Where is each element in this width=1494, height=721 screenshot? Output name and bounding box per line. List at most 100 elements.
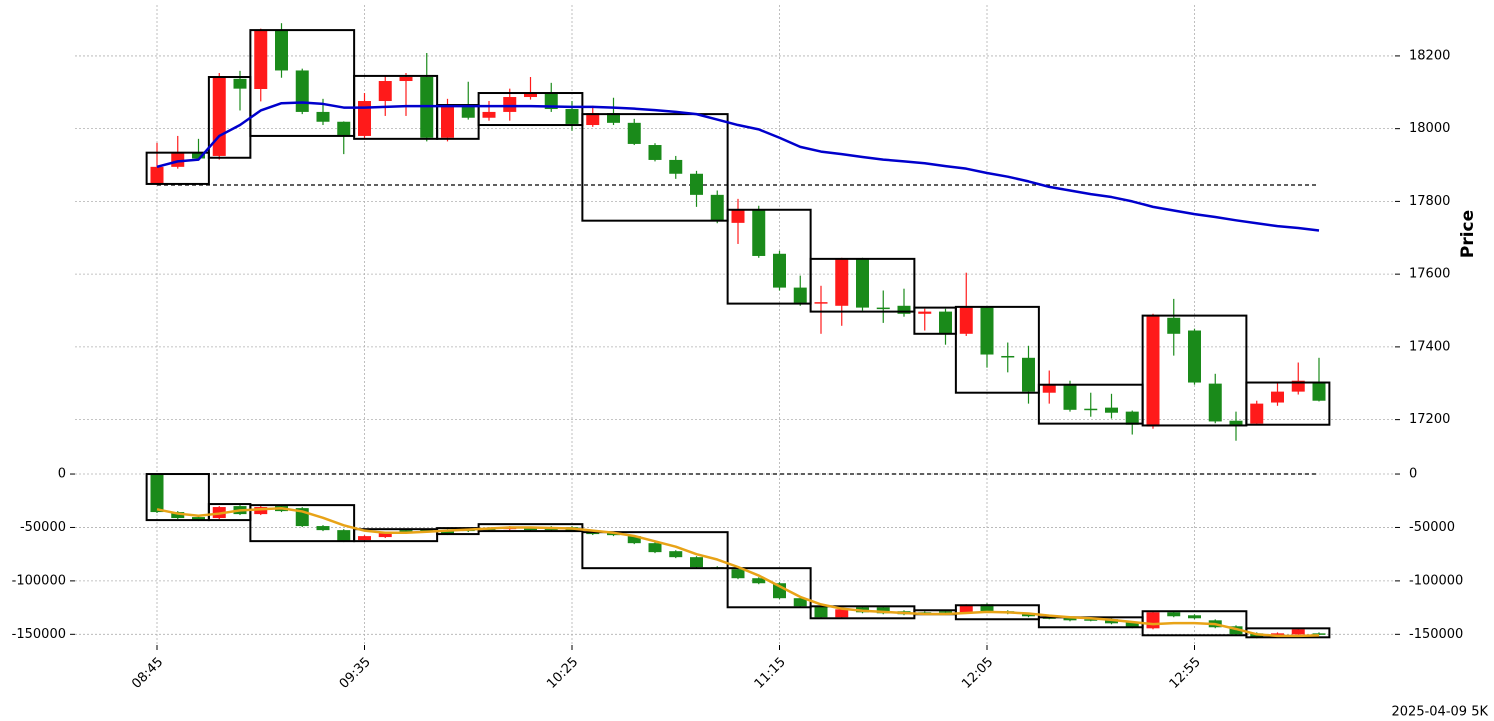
y-tick-label: 0 (58, 467, 66, 482)
x-tick-label: 09:35 (337, 655, 374, 692)
candle-body (1063, 618, 1077, 621)
candle-body (192, 152, 205, 159)
candle-body (461, 105, 475, 118)
indicator-line (156, 101, 1320, 232)
candle-body (1022, 357, 1035, 392)
indicator-line (156, 506, 1320, 638)
candle-body (959, 307, 973, 334)
range-box (726, 567, 812, 609)
candle-body (1188, 330, 1201, 383)
candle-body (752, 578, 766, 584)
candle-body (150, 474, 164, 513)
candle-body (316, 111, 330, 122)
y-axis-label: Price (1458, 210, 1478, 258)
candle-body (503, 97, 517, 112)
candle-body (316, 526, 330, 531)
candle-body (1291, 629, 1305, 635)
y-tick-label: -50000 (20, 520, 66, 535)
candle-body (980, 307, 994, 355)
candle-body (876, 307, 890, 310)
candle-body (399, 77, 413, 82)
candle-body (441, 105, 454, 138)
candle-body (793, 287, 807, 303)
candle-body (897, 305, 911, 314)
y-tick-label: -50000 (1409, 520, 1455, 535)
candle-body (233, 78, 247, 89)
candle-body (295, 70, 309, 112)
range-box (581, 531, 729, 570)
candle-body (1167, 612, 1181, 617)
candle-body (1042, 384, 1056, 393)
y-tick-label: 18000 (1409, 121, 1450, 136)
candle-body (212, 77, 226, 156)
x-tick-label: 08:45 (129, 655, 166, 692)
candle-body (1146, 315, 1160, 427)
candle-body (814, 606, 828, 618)
candle-body (959, 605, 973, 613)
candle-body (1312, 381, 1326, 401)
candle-body (378, 533, 392, 538)
candle-body (939, 611, 952, 613)
range-box (477, 92, 584, 127)
candle-body (378, 81, 392, 102)
candle-body (358, 101, 371, 136)
candle-body (586, 113, 600, 126)
candle-body (171, 512, 185, 519)
candle-body (1229, 626, 1243, 635)
candle-body (441, 530, 454, 535)
range-box (1141, 314, 1248, 427)
candle-body (1084, 408, 1098, 411)
candle-body (690, 173, 703, 195)
candle-body (1146, 612, 1160, 629)
candle-body (1250, 403, 1264, 424)
candle-body (773, 253, 786, 288)
y-tick-label: -150000 (1409, 627, 1463, 642)
range-box (477, 523, 584, 533)
candle-body (254, 507, 268, 515)
candle-body (627, 536, 641, 544)
x-tick-label: 12:55 (1167, 655, 1204, 692)
candle-body (918, 311, 932, 314)
candle-body (1022, 614, 1035, 617)
y-tick-label: -100000 (12, 573, 66, 588)
candle-body (710, 194, 724, 221)
candle-body (399, 530, 413, 533)
candle-body (482, 111, 496, 118)
candle-body (669, 159, 683, 174)
candle-body (192, 517, 205, 521)
candle-body (980, 604, 994, 612)
candle-body (856, 258, 869, 308)
candle-body (1125, 411, 1139, 425)
candle-body (731, 569, 745, 579)
candle-body (254, 30, 268, 90)
range-box (145, 473, 210, 522)
range-box (1245, 381, 1331, 426)
candle-body (648, 543, 662, 553)
candle-body (1229, 420, 1243, 426)
range-box (581, 113, 729, 222)
candle-body (1001, 355, 1015, 358)
candle-body (731, 209, 745, 223)
candle-body (1271, 391, 1284, 403)
x-tick-label: 12:05 (959, 655, 996, 692)
range-box (809, 257, 916, 313)
candle-body (1291, 380, 1305, 392)
footer-note: 2025-04-09 5K (1392, 705, 1489, 720)
candle-body (1063, 384, 1077, 410)
candle-body (1167, 317, 1181, 334)
candle-body (752, 209, 766, 256)
y-tick-label: 0 (1409, 467, 1417, 482)
candle-body (337, 530, 351, 542)
candle-body (337, 121, 351, 136)
range-box (145, 151, 210, 185)
candle-body (544, 93, 558, 110)
x-tick-label: 11:15 (752, 655, 789, 692)
candle-body (835, 258, 849, 306)
candle-body (1188, 615, 1201, 619)
candle-body (1125, 622, 1139, 628)
candle-body (690, 557, 703, 568)
candle-body (669, 551, 683, 558)
candle-body (1084, 619, 1098, 621)
x-tick-label: 10:25 (544, 655, 581, 692)
